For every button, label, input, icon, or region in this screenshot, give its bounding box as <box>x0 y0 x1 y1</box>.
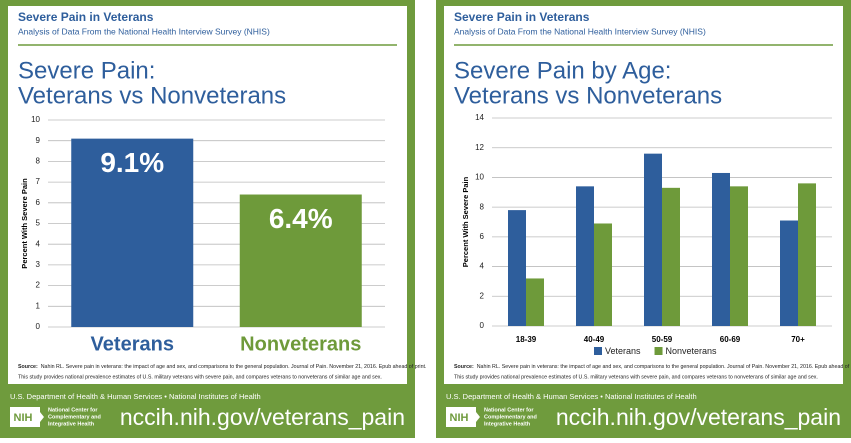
x-tick-label: 40-49 <box>584 335 605 344</box>
y-axis-label: Percent With Severe Pain <box>20 178 29 269</box>
y-tick-label: 8 <box>36 157 41 166</box>
x-tick-label: Veterans <box>91 333 174 355</box>
legend-label: Veterans <box>605 346 641 356</box>
y-tick-label: 8 <box>480 202 485 211</box>
y-tick-label: 4 <box>36 239 41 248</box>
header: Severe Pain in Veterans <box>18 10 154 24</box>
source-text: Nahin RL. Severe pain in veterans: the i… <box>41 364 427 370</box>
y-tick-label: 12 <box>475 143 484 152</box>
source-label: Source: <box>18 364 38 370</box>
bar <box>712 172 730 326</box>
legend-label: Nonveterans <box>666 346 718 356</box>
bar <box>71 138 194 327</box>
bar <box>730 186 748 326</box>
x-tick-label: 70+ <box>791 335 805 344</box>
y-tick-label: 1 <box>36 301 41 310</box>
value-label: 6.4% <box>269 203 333 234</box>
source-label: Source: <box>454 364 474 370</box>
bar <box>526 278 544 326</box>
legend-swatch <box>594 347 602 355</box>
source: Source: Nahin RL. Severe pain in veterans… <box>18 364 426 370</box>
bar <box>644 153 662 326</box>
x-tick-label: 60-69 <box>720 335 741 344</box>
bar <box>798 183 816 326</box>
source: Source: Nahin RL. Severe pain in veterans… <box>454 364 851 370</box>
chart-title: Severe Pain: <box>18 57 155 84</box>
center-name: National Center for <box>484 407 534 413</box>
header: Severe Pain in Veterans <box>454 10 590 24</box>
footer-text: U.S. Department of Health & Human Servic… <box>446 392 697 401</box>
subtitle: Analysis of Data From the National Healt… <box>454 26 706 36</box>
logo-box <box>10 407 40 427</box>
legend-swatch <box>654 347 663 355</box>
y-tick-label: 14 <box>475 113 484 122</box>
y-tick-label: 6 <box>480 232 485 241</box>
note: This study provides national prevalence … <box>18 374 382 380</box>
y-tick-label: 0 <box>480 321 485 330</box>
chart-title: Veterans vs Nonveterans <box>454 82 722 109</box>
y-tick-label: 2 <box>36 281 41 290</box>
bar <box>239 194 362 327</box>
y-tick-label: 2 <box>480 291 485 300</box>
bar <box>594 223 612 326</box>
bar <box>508 210 526 326</box>
y-tick-label: 7 <box>36 177 41 186</box>
y-tick-label: 6 <box>36 198 41 207</box>
y-tick-label: 4 <box>480 262 485 271</box>
bar <box>780 220 798 326</box>
y-axis-label: Percent With Severe Pain <box>461 176 470 267</box>
y-tick-label: 10 <box>31 115 40 124</box>
logo-arrow <box>472 407 480 427</box>
x-tick-label: Nonveterans <box>240 333 361 355</box>
bar <box>576 186 594 326</box>
logo: NIH <box>14 412 33 424</box>
bar <box>662 187 680 326</box>
footer-text: U.S. Department of Health & Human Servic… <box>10 392 261 401</box>
y-tick-label: 10 <box>475 173 484 182</box>
y-tick-label: 5 <box>36 219 41 228</box>
chart-title: Severe Pain by Age: <box>454 57 671 84</box>
y-tick-label: 3 <box>36 260 41 269</box>
center-name: Integrative Health <box>484 421 531 427</box>
subtitle: Analysis of Data From the National Healt… <box>18 26 270 36</box>
center-name: Complementary and <box>484 414 537 420</box>
x-tick-label: 50-59 <box>652 335 673 344</box>
url: nccih.nih.gov/veterans_pain <box>556 404 841 430</box>
source-text: Nahin RL. Severe pain in veterans: the i… <box>477 364 851 370</box>
center-name: Integrative Health <box>48 421 95 427</box>
logo-arrow <box>36 407 44 427</box>
center-name: National Center for <box>48 407 98 413</box>
logo: NIH <box>450 412 469 424</box>
note: This study provides national prevalence … <box>454 374 818 380</box>
y-tick-label: 9 <box>36 136 41 145</box>
chart-title: Veterans vs Nonveterans <box>18 82 286 109</box>
y-tick-label: 0 <box>36 322 41 331</box>
center-name: Complementary and <box>48 414 101 420</box>
logo-box <box>446 407 476 427</box>
value-label: 9.1% <box>100 147 164 178</box>
url: nccih.nih.gov/veterans_pain <box>120 404 405 430</box>
x-tick-label: 18-39 <box>516 335 537 344</box>
